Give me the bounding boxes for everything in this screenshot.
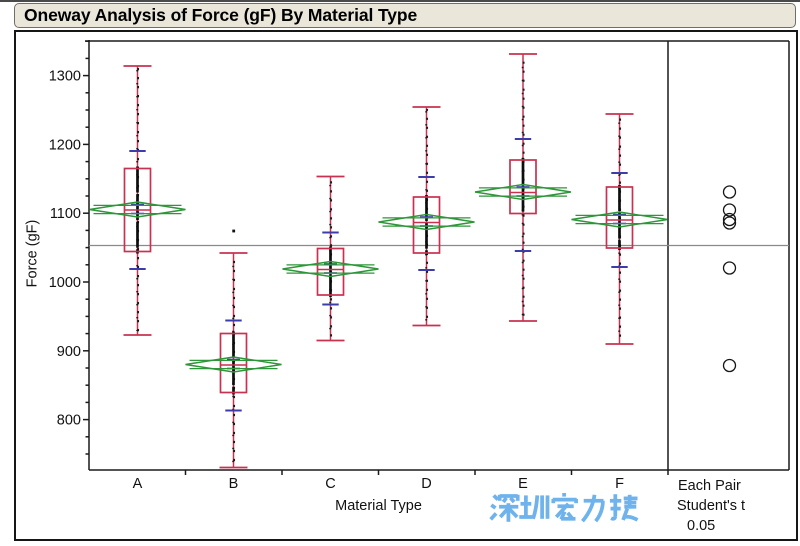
svg-text:E: E [518, 476, 528, 492]
svg-text:900: 900 [57, 344, 81, 360]
svg-text:Each Pair: Each Pair [678, 478, 741, 494]
svg-text:C: C [325, 476, 335, 492]
svg-text:1200: 1200 [49, 137, 81, 153]
svg-text:A: A [133, 476, 143, 492]
svg-text:1100: 1100 [50, 206, 81, 222]
svg-text:1000: 1000 [49, 275, 81, 291]
svg-text:D: D [421, 476, 431, 492]
svg-text:F: F [615, 476, 624, 492]
svg-text:Material Type: Material Type [335, 498, 422, 514]
svg-text:0.05: 0.05 [687, 518, 715, 534]
svg-text:B: B [229, 476, 239, 492]
svg-text:Force (gF): Force (gF) [25, 220, 41, 288]
svg-text:Student's t: Student's t [677, 498, 745, 514]
svg-text:800: 800 [57, 413, 81, 429]
svg-text:1300: 1300 [49, 69, 81, 85]
